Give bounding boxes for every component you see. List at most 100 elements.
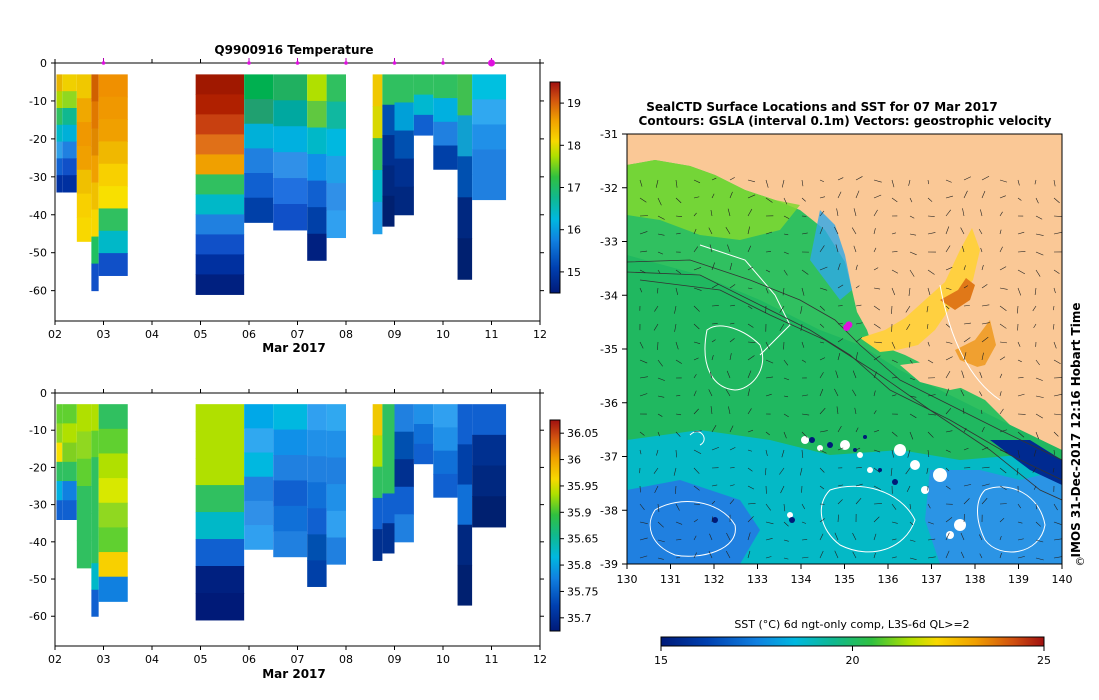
velocity-vector xyxy=(801,413,810,416)
velocity-vector xyxy=(747,355,755,361)
velocity-vector xyxy=(945,245,951,253)
gulf-st-vincent xyxy=(955,320,996,370)
velocity-vector xyxy=(855,190,860,199)
velocity-vector xyxy=(765,521,774,525)
velocity-vector xyxy=(945,449,951,453)
velocity-vector xyxy=(837,352,841,361)
velocity-vector xyxy=(693,212,697,217)
profile-cell xyxy=(56,500,63,520)
profile-cell xyxy=(195,274,245,295)
velocity-vector xyxy=(981,175,990,181)
velocity-vector xyxy=(657,395,665,398)
velocity-vector xyxy=(727,244,731,253)
velocity-vector xyxy=(962,208,965,217)
velocity-vector xyxy=(711,177,717,181)
profile-cell xyxy=(372,106,383,139)
velocity-vector xyxy=(800,323,803,332)
velocity-vector xyxy=(801,394,809,397)
sst-colorbar xyxy=(660,636,1045,647)
velocity-vector xyxy=(655,179,659,188)
velocity-vector xyxy=(693,485,700,491)
velocity-vector xyxy=(639,521,648,525)
profile-cell xyxy=(457,444,473,486)
velocity-vector xyxy=(927,431,934,438)
velocity-vector xyxy=(981,483,990,487)
y-tick-label: -50 xyxy=(29,573,47,586)
profile-cell xyxy=(457,524,473,566)
profile-cell xyxy=(195,94,245,115)
x-tick-label: 06 xyxy=(242,328,256,341)
profile-cell xyxy=(382,195,395,227)
profile-cell xyxy=(244,99,274,125)
profile-cell xyxy=(98,576,128,602)
velocity-vector xyxy=(945,323,951,328)
seal-location-marker xyxy=(845,321,853,329)
velocity-vector xyxy=(819,179,825,183)
velocity-vector xyxy=(1052,323,1055,330)
velocity-vector xyxy=(979,371,983,379)
velocity-vector xyxy=(747,341,756,343)
profile-cell xyxy=(457,484,473,526)
colorbar-tick-label: 16 xyxy=(567,224,581,237)
profile-cell xyxy=(394,431,414,460)
profile-cell xyxy=(244,452,274,478)
profile-cell xyxy=(76,513,92,542)
lon-tick-label: 131 xyxy=(660,573,681,586)
temperature-panel-title: Q9900916 Temperature xyxy=(214,43,373,57)
velocity-vector xyxy=(693,374,697,379)
velocity-vector xyxy=(963,514,965,523)
warm-coastal-water xyxy=(627,160,800,240)
profile-cell xyxy=(457,238,473,280)
profile-cell xyxy=(244,148,274,174)
velocity-vector xyxy=(837,284,844,289)
profile-cell xyxy=(433,98,458,123)
profile-cell xyxy=(98,208,128,232)
profile-cell xyxy=(372,201,383,235)
velocity-vector xyxy=(819,518,825,523)
velocity-vector xyxy=(1017,179,1020,186)
profile-cell xyxy=(413,443,434,465)
velocity-vector xyxy=(693,341,701,344)
profile-cell xyxy=(382,135,395,166)
y-tick-label: -20 xyxy=(29,461,47,474)
velocity-vector xyxy=(639,179,643,187)
velocity-vector xyxy=(873,341,882,344)
velocity-vector xyxy=(999,179,1008,183)
profile-cell xyxy=(76,98,92,123)
profile-cell xyxy=(273,480,308,507)
x-tick-label: 02 xyxy=(48,328,62,341)
profile-cell xyxy=(326,74,346,103)
velocity-vector xyxy=(837,323,843,325)
profile-cell xyxy=(91,101,99,129)
colorbar-tick-label: 17 xyxy=(567,182,581,195)
colorbar-tick-label: 35.95 xyxy=(567,480,599,493)
velocity-vector xyxy=(639,250,648,253)
velocity-vector xyxy=(1053,287,1056,294)
velocity-vector xyxy=(657,215,665,220)
velocity-vector xyxy=(891,503,897,510)
profile-cell xyxy=(307,534,327,561)
velocity-vector xyxy=(1053,341,1057,349)
velocity-vector xyxy=(801,197,806,202)
profile-cell xyxy=(98,163,128,187)
profile-cell xyxy=(273,505,308,532)
velocity-vector xyxy=(1053,413,1062,416)
profile-cell xyxy=(244,525,274,550)
velocity-vector xyxy=(747,226,750,235)
profile-cell xyxy=(98,428,128,454)
velocity-vector xyxy=(693,408,699,415)
velocity-vector xyxy=(1017,287,1022,296)
lat-tick-label: -33 xyxy=(600,236,618,249)
profile-cell xyxy=(413,114,434,136)
velocity-vector xyxy=(1035,377,1043,381)
colorbar-tick-label: 19 xyxy=(567,97,581,110)
velocity-vector xyxy=(675,449,677,458)
x-tick-label: 12 xyxy=(533,328,547,341)
y-tick-label: -10 xyxy=(29,95,47,108)
velocity-vector xyxy=(980,409,983,415)
velocity-vector xyxy=(837,447,844,451)
velocity-vector xyxy=(801,449,804,458)
velocity-vector xyxy=(999,467,1007,474)
profile-cell xyxy=(98,119,128,142)
sst-colorbar-tick-label: 15 xyxy=(654,654,668,667)
